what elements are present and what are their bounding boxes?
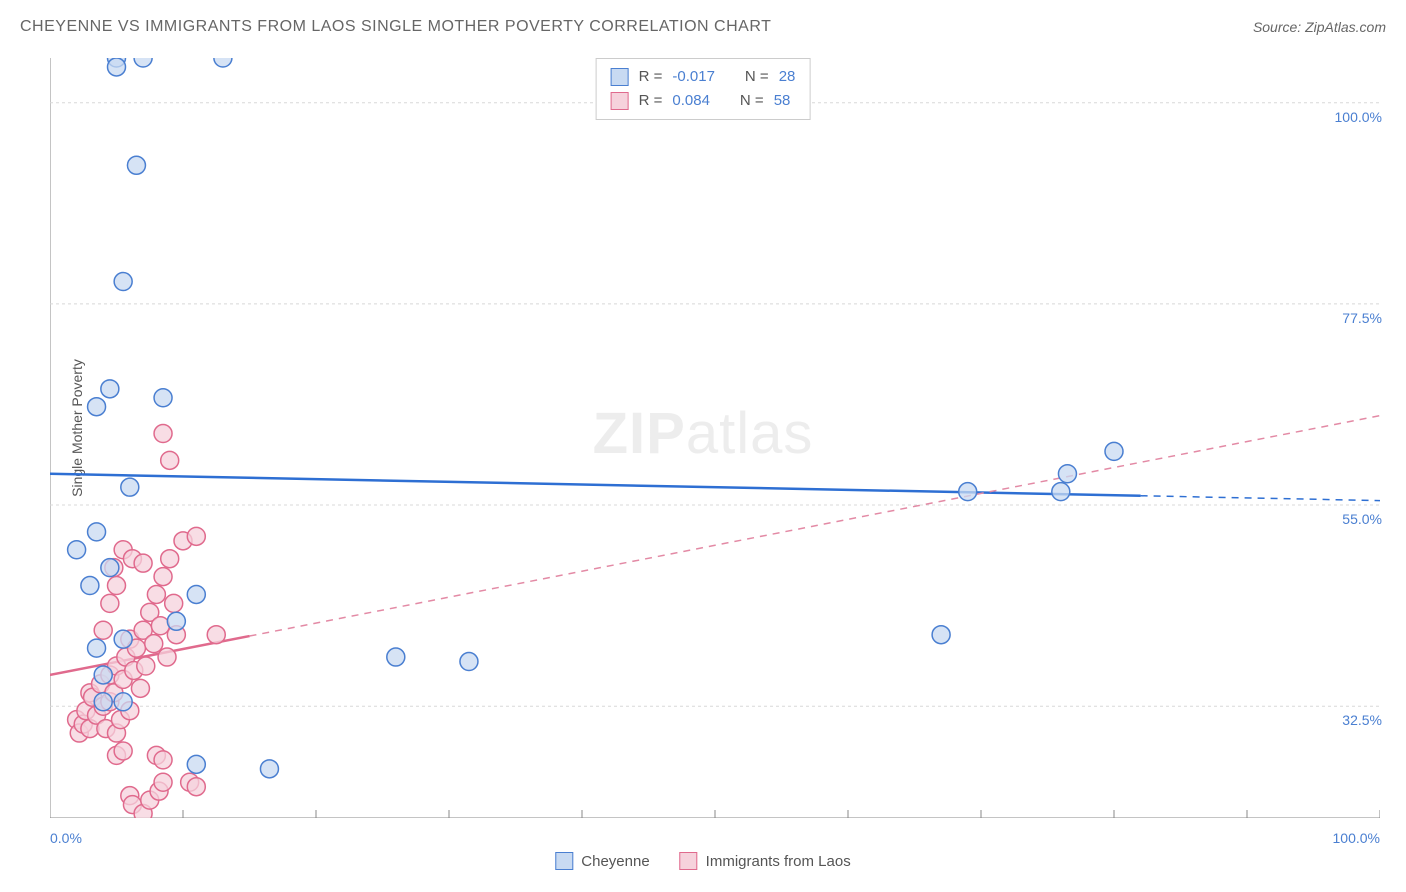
chart-title: CHEYENNE VS IMMIGRANTS FROM LAOS SINGLE …: [20, 18, 771, 36]
legend-swatch: [555, 852, 573, 870]
stats-legend: R =-0.017N =28R =0.084N =58: [596, 58, 811, 120]
stats-legend-row: R = -0.017 N = 28: [611, 65, 796, 89]
series-legend-item: Cheyenne: [555, 852, 649, 870]
x-tick-min: 0.0%: [50, 830, 82, 846]
stats-legend-row: R = 0.084 N = 58: [611, 89, 796, 113]
n-value: 58: [774, 89, 791, 113]
series-label: Immigrants from Laos: [706, 853, 851, 870]
r-value: 0.084: [672, 89, 710, 113]
x-tick-max: 100.0%: [1333, 830, 1380, 846]
y-tick-label: 77.5%: [1342, 310, 1382, 326]
legend-swatch: [611, 68, 629, 86]
legend-swatch: [680, 852, 698, 870]
y-tick-label: 55.0%: [1342, 511, 1382, 527]
n-label: N =: [745, 65, 769, 89]
n-label: N =: [740, 89, 764, 113]
series-legend-item: Immigrants from Laos: [680, 852, 851, 870]
r-value: -0.017: [672, 65, 715, 89]
source-attribution: Source: ZipAtlas.com: [1253, 19, 1386, 35]
r-label: R =: [639, 65, 663, 89]
plot-svg: [50, 58, 1380, 818]
series-label: Cheyenne: [581, 853, 649, 870]
legend-swatch: [611, 92, 629, 110]
y-tick-label: 100.0%: [1335, 109, 1382, 125]
scatter-chart: 32.5%55.0%77.5%100.0% 0.0% 100.0%: [50, 58, 1380, 818]
n-value: 28: [779, 65, 796, 89]
r-label: R =: [639, 89, 663, 113]
y-tick-label: 32.5%: [1342, 712, 1382, 728]
series-legend: Cheyenne Immigrants from Laos: [555, 852, 850, 870]
